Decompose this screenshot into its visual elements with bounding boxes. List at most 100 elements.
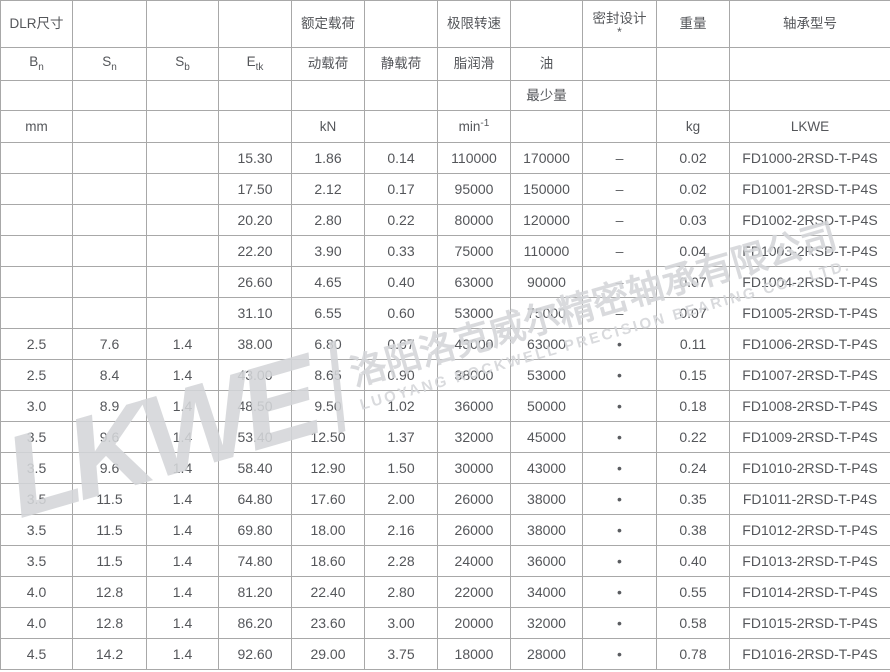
table-row: 26.60 4.65 0.40 63000 90000–0.07 FD1004-2RSD-…	[0, 266, 890, 298]
header-empty-cell	[656, 47, 730, 81]
header-minimum-qty: 最少量	[510, 80, 583, 111]
header-empty-cell	[0, 80, 73, 111]
header-empty-cell	[437, 80, 511, 111]
table-cell: 1.50	[364, 452, 438, 484]
table-cell: FD1008-2RSD-T-P4S	[729, 390, 890, 422]
table-cell: 3.5	[0, 452, 73, 484]
header-empty-cell	[729, 47, 890, 81]
table-cell: 0.14	[364, 142, 438, 174]
table-cell: 0.22	[364, 204, 438, 236]
table-cell: FD1005-2RSD-T-P4S	[729, 297, 890, 329]
table-cell: FD1015-2RSD-T-P4S	[729, 607, 890, 639]
table-cell: 0.15	[656, 359, 730, 391]
table-cell: 12.8	[72, 576, 147, 608]
table-cell	[0, 266, 73, 298]
table-cell: 26000	[437, 514, 511, 546]
table-cell: 26000	[437, 483, 511, 515]
table-cell: 22000	[437, 576, 511, 608]
table-cell: 18.00	[291, 514, 365, 546]
table-cell: 3.75	[364, 638, 438, 670]
table-cell: 22.40	[291, 576, 365, 608]
table-cell: 0.33	[364, 235, 438, 267]
table-cell: 0.03	[656, 204, 730, 236]
header-row-symbols: Bn Sn Sb Etk 动载荷 静载荷 脂润滑 油	[0, 47, 890, 81]
table-cell: 110000	[437, 142, 511, 174]
table-cell: 50000	[510, 390, 583, 422]
header-empty-cell	[582, 80, 657, 111]
table-cell: 11.5	[72, 483, 147, 515]
symbol-sb-sub: b	[184, 62, 190, 74]
table-cell: 110000	[510, 235, 583, 267]
table-cell: 1.4	[146, 359, 219, 391]
table-cell: 0.11	[656, 328, 730, 360]
table-cell: 4.0	[0, 576, 73, 608]
table-cell	[146, 235, 219, 267]
table-cell: 2.12	[291, 173, 365, 205]
table-cell: FD1011-2RSD-T-P4S	[729, 483, 890, 515]
table-row: 31.10 6.55 0.60 53000 75000–0.07 FD1005-2RSD-…	[0, 297, 890, 329]
table-row: 3.5 9.6 1.4 53.40 12.50 1.37 32000 45000 • 0.22 FD…	[0, 421, 890, 453]
table-cell: –	[582, 142, 657, 174]
table-cell: 0.60	[364, 297, 438, 329]
table-cell: 8.4	[72, 359, 147, 391]
table-cell: 9.50	[291, 390, 365, 422]
table-cell: 2.80	[291, 204, 365, 236]
table-cell: 1.4	[146, 328, 219, 360]
table-cell: FD1003-2RSD-T-P4S	[729, 235, 890, 267]
table-cell: 36000	[510, 545, 583, 577]
table-cell: •	[582, 576, 657, 608]
table-cell: 8.65	[291, 359, 365, 391]
header-empty-cell	[72, 80, 147, 111]
table-cell: 53000	[437, 297, 511, 329]
table-cell: 0.22	[656, 421, 730, 453]
table-cell: 1.4	[146, 421, 219, 453]
table-cell	[146, 173, 219, 205]
table-cell: 30000	[437, 452, 511, 484]
symbol-etk-sub: tk	[255, 62, 264, 74]
table-cell: 1.4	[146, 638, 219, 670]
table-cell: 75000	[510, 297, 583, 329]
table-cell: 31.10	[218, 297, 292, 329]
header-empty-cell	[72, 110, 147, 143]
table-cell: •	[582, 483, 657, 515]
header-symbol-bn: Bn	[0, 47, 73, 81]
table-cell: •	[582, 390, 657, 422]
table-cell: 1.4	[146, 452, 219, 484]
table-body: 15.30 1.86 0.14 110000 170000–0.02 FD1000-2RS…	[0, 142, 890, 670]
table-cell: FD1012-2RSD-T-P4S	[729, 514, 890, 546]
table-cell: FD1010-2RSD-T-P4S	[729, 452, 890, 484]
table-cell: 29.00	[291, 638, 365, 670]
table-cell: 9.6	[72, 452, 147, 484]
table-row: 4.0 12.8 1.4 86.20 23.60 3.00 20000 32000 • 0.58 F…	[0, 607, 890, 639]
header-dlr-size: DLR尺寸	[0, 0, 73, 48]
table-cell: •	[582, 607, 657, 639]
table-cell: 34000	[510, 576, 583, 608]
table-cell: 95000	[437, 173, 511, 205]
table-cell: 2.5	[0, 359, 73, 391]
header-empty-cell	[291, 80, 365, 111]
table-cell: 12.8	[72, 607, 147, 639]
table-cell: 3.5	[0, 421, 73, 453]
table-cell: 22.20	[218, 235, 292, 267]
header-symbol-etk: Etk	[218, 47, 292, 81]
table-cell: 3.5	[0, 483, 73, 515]
table-cell: 38000	[510, 514, 583, 546]
table-cell	[146, 297, 219, 329]
table-row: 3.5 9.6 1.4 58.40 12.90 1.50 30000 43000 • 0.24 FD…	[0, 452, 890, 484]
header-rated-load-label: 额定载荷	[301, 16, 355, 32]
table-cell: 2.80	[364, 576, 438, 608]
table-cell	[0, 204, 73, 236]
table-cell: 53.40	[218, 421, 292, 453]
table-cell	[146, 142, 219, 174]
table-cell: –	[582, 173, 657, 205]
table-cell: 81.20	[218, 576, 292, 608]
table-cell: •	[582, 328, 657, 360]
header-rated-load: 额定载荷	[291, 0, 365, 48]
header-empty-cell	[582, 110, 657, 143]
brand-lkwe: LKWE	[729, 110, 890, 143]
table-cell: 53000	[510, 359, 583, 391]
table-cell: 0.18	[656, 390, 730, 422]
table-cell: 120000	[510, 204, 583, 236]
table-cell: 38000	[510, 483, 583, 515]
